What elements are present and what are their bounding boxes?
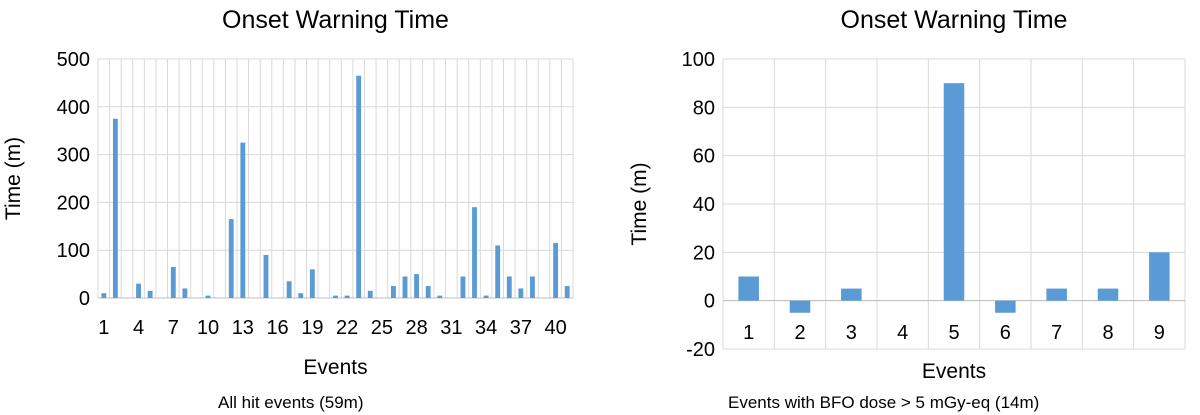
y-tick-label: 300 <box>57 145 90 167</box>
y-tick-label: 40 <box>693 194 715 216</box>
bar <box>553 243 559 298</box>
bar <box>101 293 107 298</box>
x-tick-label: 4 <box>897 322 908 344</box>
x-tick-label: 28 <box>405 317 427 339</box>
right-chart: -20 0 20 40 60 80 100 1 2 3 4 5 6 7 8 9 Onset Warning Ti… <box>628 6 1186 383</box>
bar <box>530 276 535 298</box>
bar <box>182 288 188 298</box>
bar <box>506 276 512 298</box>
chart-title: Onset Warning Time <box>841 6 1068 34</box>
bar <box>414 274 420 298</box>
bar <box>344 295 350 298</box>
bar <box>472 207 477 298</box>
bar <box>564 286 570 298</box>
y-tick-label: 0 <box>79 288 90 310</box>
bar <box>460 276 466 298</box>
bar <box>240 142 246 298</box>
bar <box>309 269 315 298</box>
bar <box>841 288 862 301</box>
bar <box>367 290 373 298</box>
y-tick-label: 80 <box>693 97 715 119</box>
bar <box>228 219 234 298</box>
bar <box>298 293 304 298</box>
y-tick-label: 500 <box>57 49 90 71</box>
right-chart-panel: -20 0 20 40 60 80 100 1 2 3 4 5 6 7 8 9 Onset Warning Ti… <box>600 0 1200 415</box>
x-tick-label: 4 <box>133 317 144 339</box>
x-tick-label: 2 <box>794 322 805 344</box>
x-tick-label: 22 <box>336 317 358 339</box>
bar <box>518 288 524 298</box>
bar <box>995 300 1016 313</box>
x-tick-label: 3 <box>846 322 857 344</box>
x-tick-label: 6 <box>1000 322 1011 344</box>
bar <box>136 283 141 298</box>
y-tick-label: 0 <box>704 291 715 313</box>
bar <box>1046 288 1067 301</box>
x-tick-label: 7 <box>168 317 179 339</box>
y-axis-label: Time (m) <box>2 137 25 220</box>
chart-title: Onset Warning Time <box>222 6 449 34</box>
x-axis-label: Events <box>303 356 367 379</box>
bar <box>390 286 396 298</box>
y-tick-label: -20 <box>686 339 715 361</box>
bar <box>943 83 965 301</box>
bar <box>789 300 811 313</box>
x-tick-label: 8 <box>1102 322 1113 344</box>
y-tick-label: 60 <box>693 146 715 168</box>
bar <box>147 290 153 298</box>
bar <box>333 295 338 298</box>
x-tick-label: 31 <box>440 317 462 339</box>
bar <box>112 118 118 298</box>
bar <box>425 286 431 298</box>
x-tick-label: 16 <box>266 317 288 339</box>
x-axis-label: Events <box>922 360 986 383</box>
bar <box>263 254 269 298</box>
y-tick-label: 100 <box>682 49 715 71</box>
x-tick-label: 1 <box>98 317 109 339</box>
bar <box>738 276 759 301</box>
y-axis-label: Time (m) <box>628 162 651 245</box>
bar <box>402 276 408 298</box>
right-chart-caption: Events with BFO dose > 5 mGy-eq (14m) <box>728 393 1040 412</box>
left-chart-caption: All hit events (59m) <box>218 393 364 412</box>
x-tick-label: 5 <box>948 322 959 344</box>
x-tick-label: 10 <box>197 317 219 339</box>
y-tick-label: 100 <box>57 240 90 262</box>
bar <box>205 295 211 298</box>
left-chart-panel: 0 100 200 300 400 500 1 4 7 10 13 16 19 22 25 28 31 34 37 4… <box>2 6 574 412</box>
bar <box>1097 288 1119 301</box>
y-tick-label: 400 <box>57 97 90 119</box>
bar <box>170 266 176 298</box>
x-tick-label: 7 <box>1051 322 1062 344</box>
x-tick-label: 25 <box>371 317 393 339</box>
left-chart: 0 100 200 300 400 500 1 4 7 10 13 16 19 22 25 28 31 34 37 4… <box>2 6 574 379</box>
y-tick-label: 200 <box>57 192 90 214</box>
bar <box>356 75 362 298</box>
bar <box>1149 252 1170 301</box>
x-tick-label: 1 <box>743 322 754 344</box>
bar <box>483 295 489 298</box>
bar <box>286 281 292 298</box>
y-tick-label: 20 <box>693 242 715 264</box>
x-tick-label: 34 <box>475 317 497 339</box>
x-tick-label: 9 <box>1154 322 1165 344</box>
x-tick-label: 13 <box>232 317 254 339</box>
bar <box>495 245 501 298</box>
x-tick-label: 37 <box>510 317 532 339</box>
x-tick-label: 19 <box>301 317 323 339</box>
bar <box>437 295 443 298</box>
x-tick-label: 40 <box>544 317 566 339</box>
